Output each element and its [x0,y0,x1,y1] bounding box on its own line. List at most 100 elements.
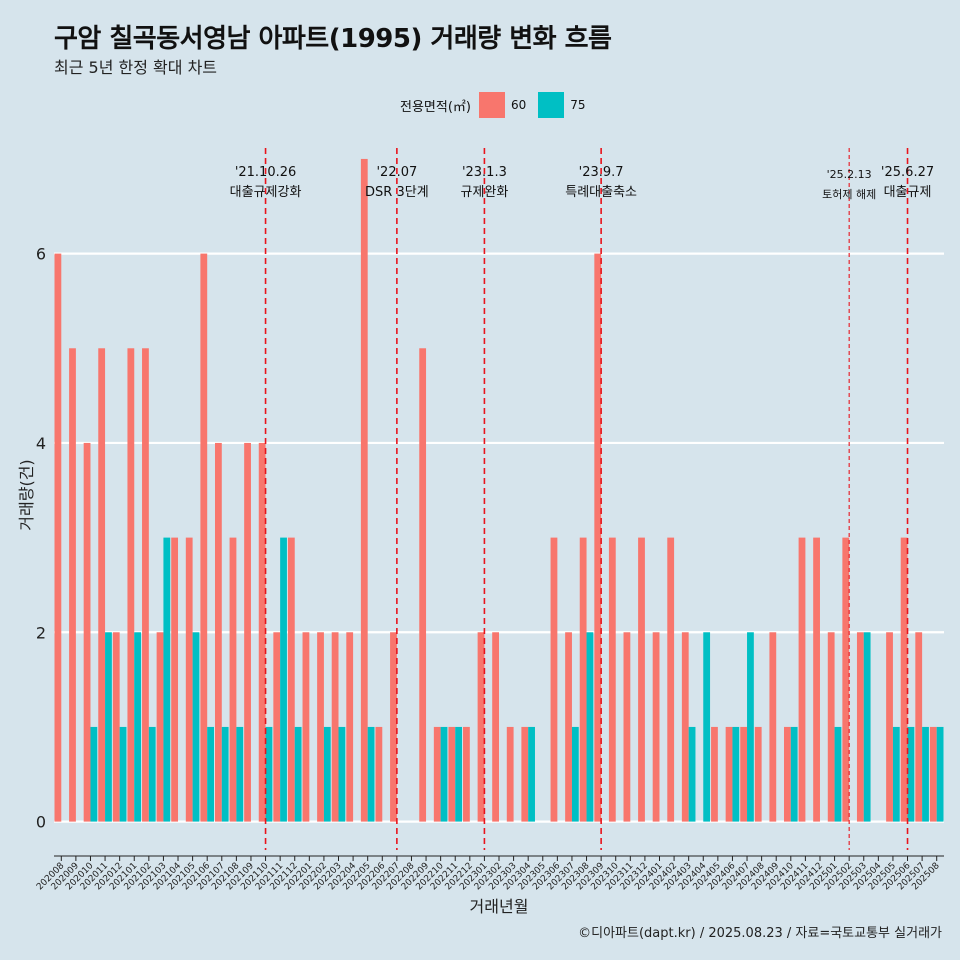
bar-202212-60 [463,726,470,822]
bar-202205-60 [360,158,368,822]
bar-202410-75 [790,726,798,822]
bar-202506-75 [907,726,915,822]
bar-202011-75 [105,632,112,822]
bar-202406-75 [732,726,740,822]
event-label-5: 대출규제 [884,185,932,200]
bar-202107-75 [221,726,229,822]
bar-202304-75 [528,726,535,822]
bar-202310-60 [608,537,616,822]
bar-202303-60 [506,726,514,822]
bar-202309-60 [594,253,602,822]
bar-202112-75 [294,726,302,822]
bar-202109-60 [244,442,251,822]
bar-202307-60 [565,632,572,822]
bar-202207-60 [390,632,397,822]
bar-202507-75 [922,726,929,822]
legend-label-75: 75 [570,98,586,112]
legend-title: 전용면적(㎡) [400,99,471,115]
bar-202304-60 [521,726,529,822]
bar-202011-60 [98,348,106,822]
chart-title: 구암 칠곡동서영남 아파트(1995) 거래량 변화 흐름 [54,24,612,54]
bar-202211-60 [448,726,456,822]
chart-subtitle: 최근 5년 한정 확대 차트 [54,58,218,77]
bar-202202-75 [323,726,331,822]
bar-202203-60 [331,632,339,822]
bar-202302-60 [492,632,499,822]
bar-202111-75 [280,537,287,822]
bar-202401-60 [652,632,660,822]
bar-202412-60 [813,537,820,822]
bar-202111-60 [273,632,281,822]
bar-202105-60 [185,537,193,822]
legend-label-60: 60 [510,98,527,112]
bar-202101-75 [134,632,142,822]
event-label-0: 대출규제강화 [230,185,302,200]
bar-202306-60 [550,537,558,822]
bar-202209-60 [419,348,427,822]
event-date-1: '22.07 [376,165,417,180]
bar-202202-60 [317,632,324,822]
bar-202508-75 [936,726,944,822]
bar-202403-60 [681,632,689,822]
bar-202410-60 [784,726,791,822]
bar-202508-60 [929,726,937,822]
y-tick-label: 4 [36,434,46,453]
event-date-4: '25.2.13 [827,168,872,181]
bar-202408-60 [754,726,762,822]
bar-202206-60 [375,726,383,822]
bar-202501-60 [827,632,835,822]
bar-202103-75 [163,537,171,822]
bar-202308-60 [579,537,587,822]
bar-202502-60 [842,537,850,822]
bar-202102-60 [142,348,149,822]
y-axis-title: 거래량(건) [17,459,36,530]
bar-202012-75 [119,726,127,822]
event-label-3: 특례대출축소 [565,185,637,200]
event-date-2: '23.1.3 [462,165,507,180]
bar-202312-60 [638,537,645,822]
bar-202503-75 [863,632,871,822]
bar-202010-75 [90,726,98,822]
bar-202107-60 [214,442,222,822]
bar-202411-60 [798,537,806,822]
x-axis-title: 거래년월 [470,897,529,916]
bar-202102-75 [148,726,156,822]
source-caption: ©디아파트(dapt.kr) / 2025.08.23 / 자료=국토교통부 실… [578,926,942,941]
y-tick-label: 0 [36,813,46,832]
bar-202406-60 [725,726,733,822]
bar-202106-75 [207,726,214,822]
bar-202407-75 [747,632,754,822]
bar-202108-60 [229,537,237,822]
bar-202211-75 [455,726,463,822]
bar-202101-60 [127,348,135,822]
bar-202104-60 [171,537,179,822]
bar-202308-75 [586,632,594,822]
bar-202106-60 [200,253,208,822]
bar-202402-60 [667,537,675,822]
legend: 전용면적(㎡) 60 75 [400,92,598,118]
bar-202105-75 [192,632,200,822]
bar-202506-60 [900,537,908,822]
bar-202010-60 [83,442,91,822]
bar-202110-60 [258,442,266,822]
y-tick-label: 6 [36,245,46,264]
legend-key-60 [478,92,505,118]
bar-202505-75 [892,726,900,822]
legend-key-75 [538,92,565,118]
bar-202404-75 [703,632,711,822]
event-label-2: 규제완화 [460,185,508,200]
event-date-3: '23.9.7 [579,165,624,180]
bar-202403-75 [688,726,696,822]
bar-202405-60 [711,726,718,822]
bar-202407-60 [740,726,748,822]
bar-202210-60 [433,726,441,822]
event-label-4: 토허제 해제 [822,187,876,201]
bar-202108-75 [236,726,244,822]
event-label-1: DSR 3단계 [365,185,429,200]
bar-202012-60 [112,632,120,822]
bar-202409-60 [769,632,777,822]
event-date-5: '25.6.27 [881,165,934,180]
bar-202503-60 [856,632,864,822]
bar-202008-60 [54,253,62,822]
